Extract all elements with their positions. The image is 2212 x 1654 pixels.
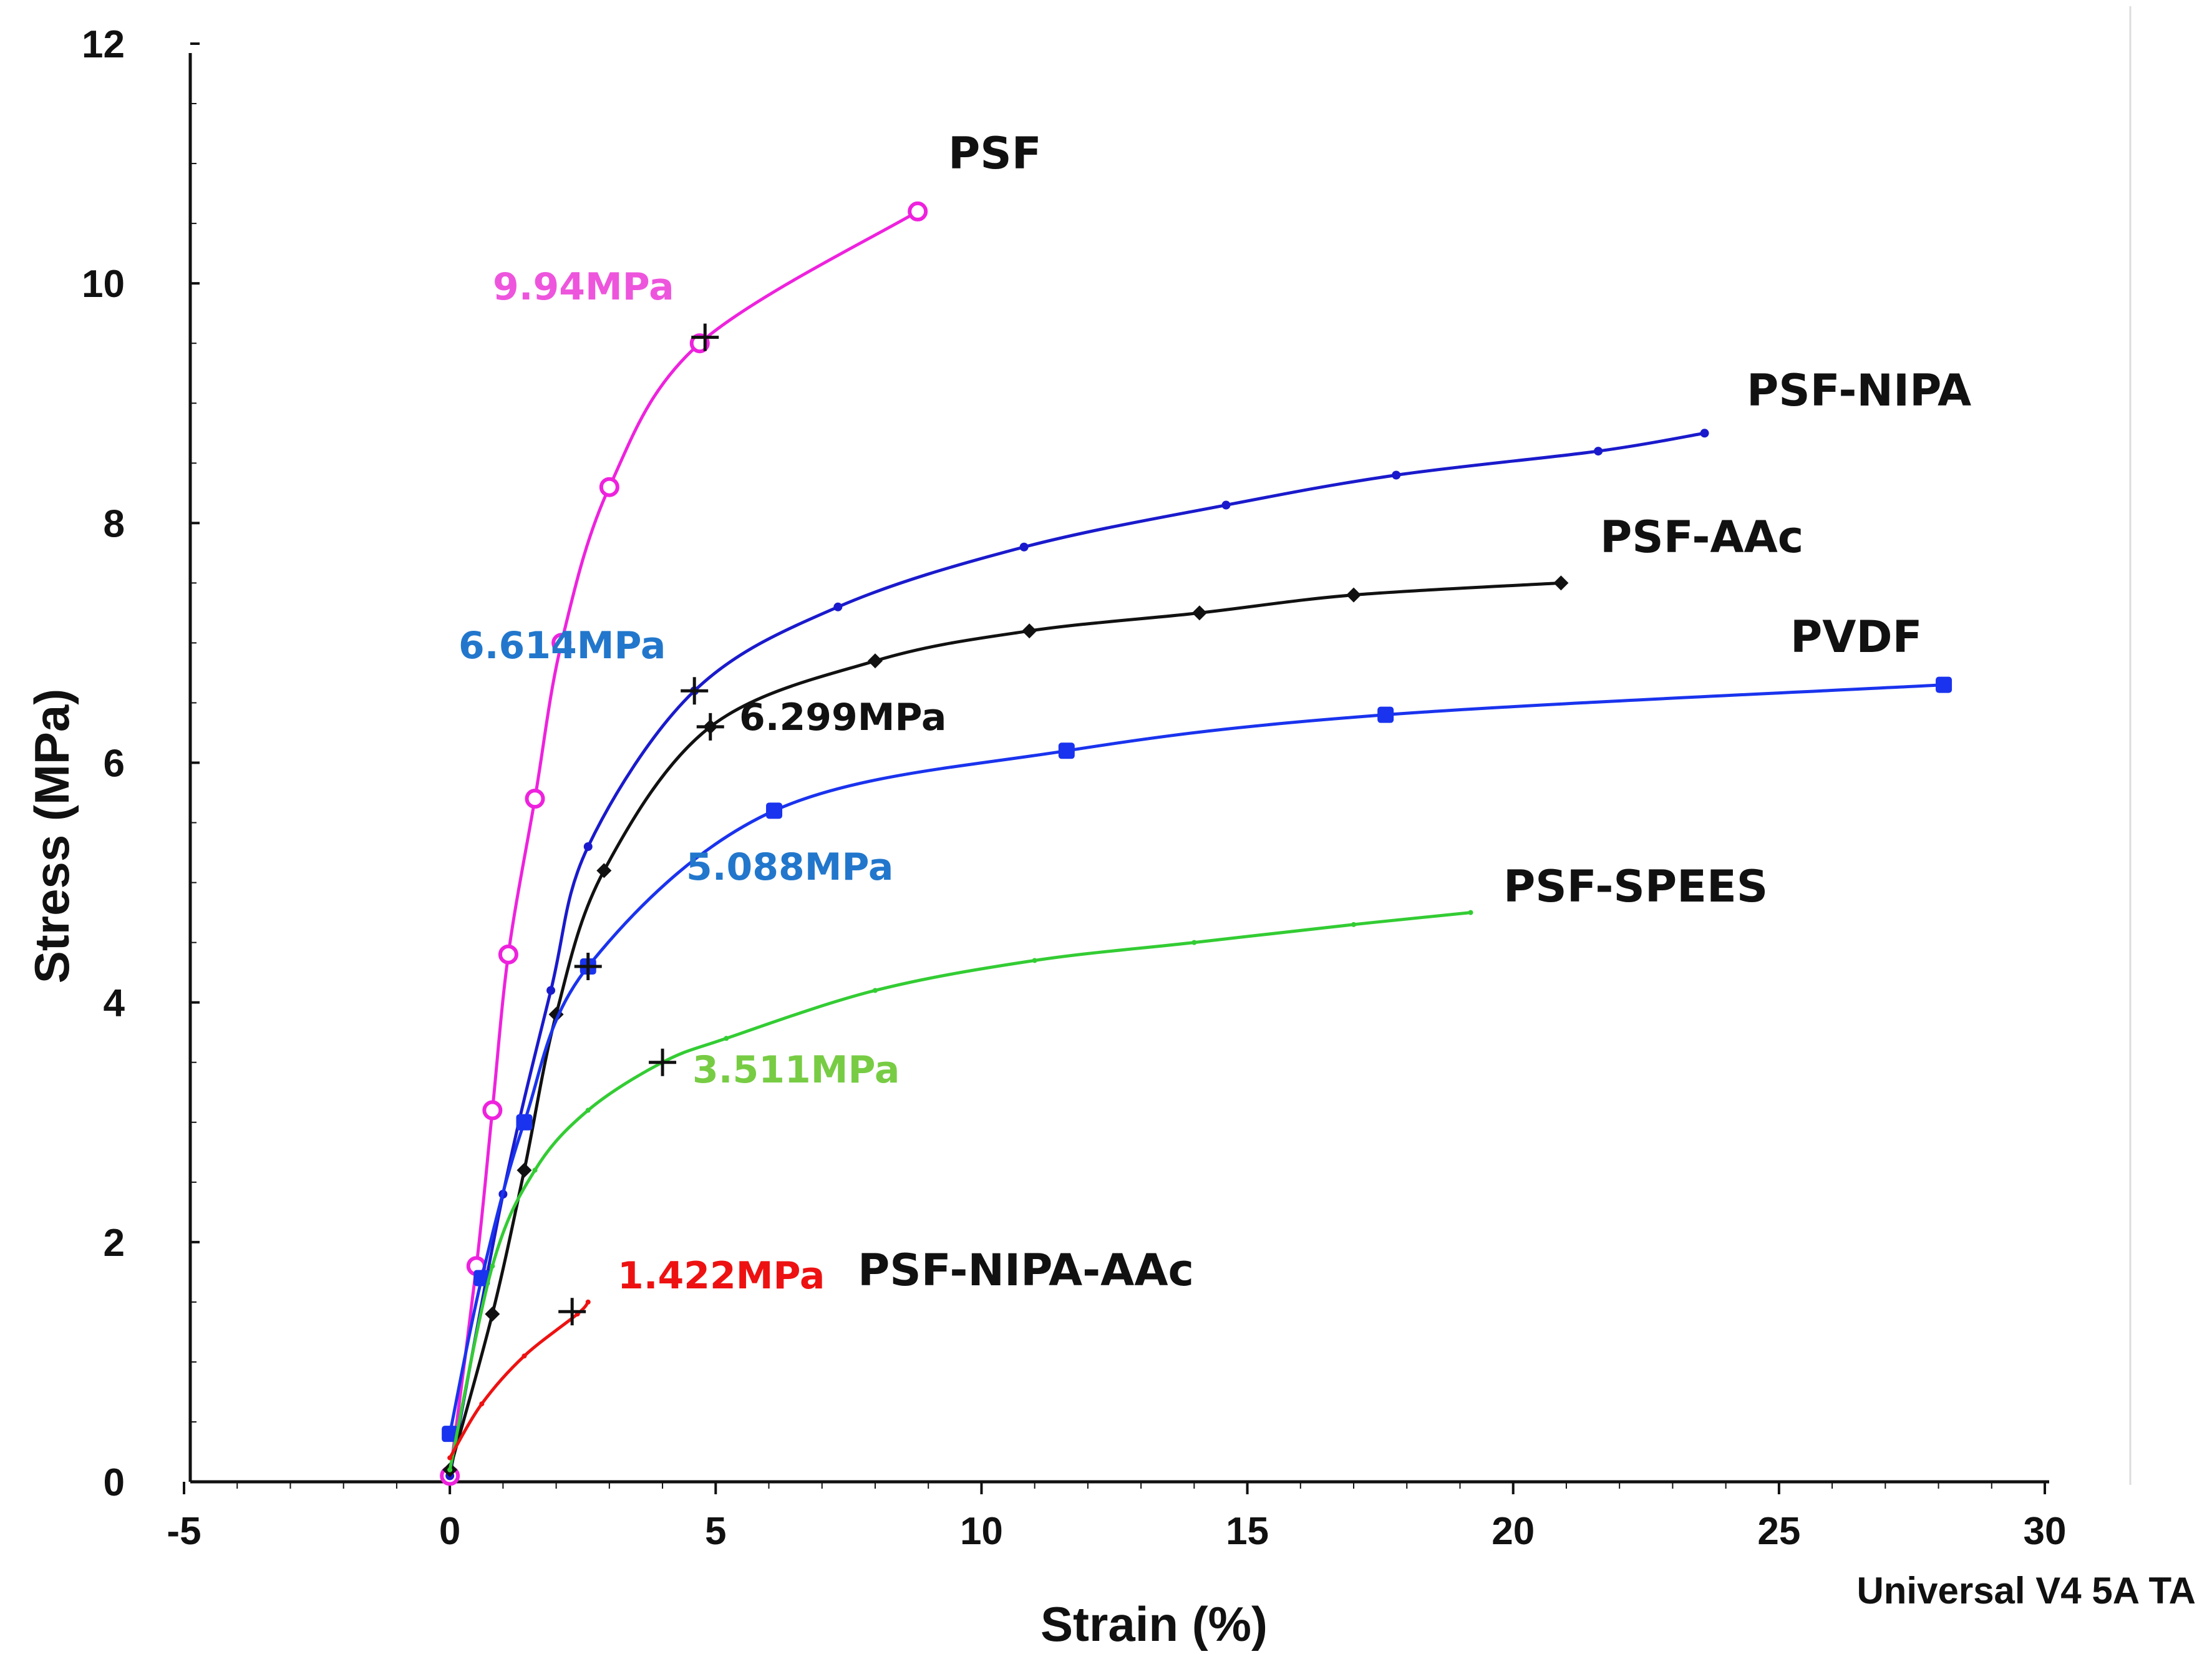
data-point bbox=[1936, 676, 1952, 693]
y-tick-label: 12 bbox=[82, 23, 125, 66]
x-tick-label: 15 bbox=[1226, 1510, 1269, 1553]
yield-marker bbox=[696, 713, 724, 741]
y-tick-label: 2 bbox=[104, 1222, 125, 1265]
series-layer bbox=[440, 201, 1952, 1486]
yield-marker bbox=[558, 1298, 586, 1326]
data-point bbox=[766, 802, 783, 819]
y-tick-label: 10 bbox=[82, 263, 125, 306]
data-point bbox=[1019, 542, 1029, 552]
data-point bbox=[596, 863, 612, 878]
data-point bbox=[908, 201, 928, 221]
x-axis-title: Strain (%) bbox=[1041, 1597, 1268, 1652]
data-point bbox=[1351, 922, 1357, 927]
data-point bbox=[485, 1306, 500, 1322]
data-point bbox=[1700, 429, 1709, 438]
yield-marker bbox=[681, 677, 709, 705]
data-point bbox=[1058, 742, 1075, 759]
data-point bbox=[498, 944, 518, 965]
y-axis-title: Stress (MPa) bbox=[24, 689, 79, 984]
series-line bbox=[448, 431, 1707, 1477]
data-point bbox=[867, 653, 883, 669]
yield-value-label: 9.94MPa bbox=[493, 265, 674, 309]
data-point bbox=[1032, 958, 1037, 963]
yield-marker bbox=[691, 323, 719, 351]
y-tick-label: 6 bbox=[104, 742, 125, 786]
data-point bbox=[447, 1455, 453, 1461]
data-point bbox=[1553, 575, 1569, 591]
x-tick-label: 0 bbox=[439, 1510, 460, 1553]
data-point bbox=[872, 988, 878, 993]
x-tick-label: 5 bbox=[705, 1510, 726, 1553]
data-point bbox=[442, 1426, 458, 1442]
data-point bbox=[585, 1299, 591, 1305]
x-tick-label: 30 bbox=[2024, 1510, 2067, 1553]
series-name-label: PSF-SPEES bbox=[1503, 861, 1768, 912]
y-tick-label: 4 bbox=[104, 982, 125, 1025]
data-point bbox=[1221, 500, 1231, 510]
data-point bbox=[525, 789, 545, 809]
data-point bbox=[599, 477, 619, 497]
data-point bbox=[516, 1114, 533, 1131]
data-point bbox=[1191, 605, 1207, 621]
series-name-label: PSF-NIPA-AAc bbox=[858, 1245, 1194, 1296]
data-point bbox=[1377, 706, 1394, 723]
data-point bbox=[546, 986, 556, 995]
x-tick-label: 25 bbox=[1757, 1510, 1800, 1553]
series-name-label: PSF bbox=[948, 128, 1042, 179]
series-psf-nipa bbox=[445, 429, 1709, 1481]
data-point bbox=[521, 1353, 527, 1359]
data-point bbox=[724, 1036, 729, 1041]
x-tick-label: 20 bbox=[1492, 1510, 1535, 1553]
yield-value-label: 6.299MPa bbox=[739, 696, 946, 739]
yield-marker bbox=[574, 953, 602, 981]
data-point bbox=[551, 633, 572, 653]
data-point bbox=[583, 842, 593, 851]
data-point bbox=[1392, 470, 1401, 480]
x-tick-label: 10 bbox=[960, 1510, 1003, 1553]
data-point bbox=[1022, 623, 1037, 639]
data-point bbox=[482, 1100, 503, 1121]
series-pvdf bbox=[442, 676, 1952, 1442]
data-point bbox=[517, 1162, 532, 1178]
series-name-label: PSF-NIPA bbox=[1747, 365, 1971, 416]
data-point bbox=[447, 1467, 453, 1472]
series-psf bbox=[440, 201, 928, 1486]
series-line bbox=[448, 911, 1473, 1472]
data-point bbox=[1468, 910, 1473, 915]
yield-value-label: 5.088MPa bbox=[686, 845, 893, 889]
series-name-label: PVDF bbox=[1790, 611, 1922, 663]
data-point bbox=[1594, 447, 1603, 456]
data-point bbox=[473, 1270, 490, 1287]
data-point bbox=[479, 1401, 485, 1407]
yield-value-label: 6.614MPa bbox=[458, 624, 666, 668]
data-point bbox=[490, 1263, 495, 1269]
yield-value-label: 3.511MPa bbox=[692, 1048, 900, 1092]
footer-label: Universal V4 5A TA bbox=[1856, 1570, 2196, 1612]
data-point bbox=[1191, 940, 1197, 945]
labels-layer: PSF 9.94MPa PSF-NIPA 6.614MPa PSF-AAc 6.299MP… bbox=[458, 128, 1971, 1298]
data-point bbox=[532, 1167, 538, 1173]
series-psf-nipa-aac bbox=[447, 1298, 591, 1461]
data-point bbox=[1346, 587, 1362, 603]
y-tick-label: 8 bbox=[104, 502, 125, 545]
yield-marker bbox=[649, 1048, 677, 1076]
x-tick-label: -5 bbox=[167, 1510, 201, 1553]
series-name-label: PSF-AAc bbox=[1600, 512, 1803, 563]
data-point bbox=[585, 1107, 591, 1113]
axes: -5 0 5 10 15 20 25 30 0 2 4 6 8 10 12 bbox=[82, 23, 2066, 1553]
data-point bbox=[833, 602, 843, 611]
y-tick-label: 0 bbox=[104, 1461, 125, 1504]
yield-value-label: 1.422MPa bbox=[618, 1254, 825, 1298]
series-psf-spees bbox=[447, 910, 1473, 1472]
